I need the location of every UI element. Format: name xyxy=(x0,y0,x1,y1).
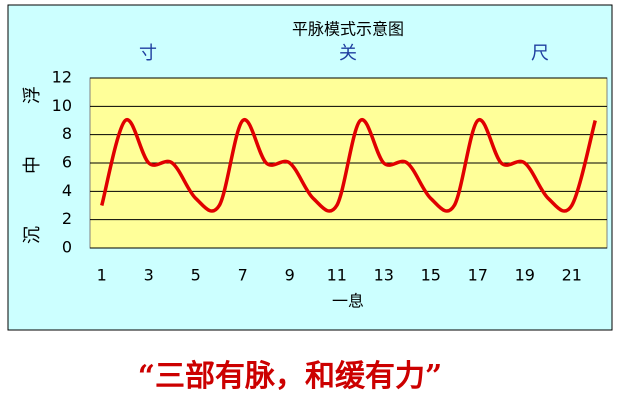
side-label: 沉 xyxy=(22,226,43,244)
x-tick-label: 15 xyxy=(421,266,441,285)
side-label: 中 xyxy=(22,156,43,174)
chart-title: 平脉模式示意图 xyxy=(292,20,404,39)
x-tick-label: 5 xyxy=(191,266,201,285)
y-tick-label: 2 xyxy=(62,209,72,228)
x-tick-label: 9 xyxy=(285,266,295,285)
side-label: 浮 xyxy=(22,86,43,104)
y-tick-label: 0 xyxy=(62,238,72,257)
x-tick-label: 7 xyxy=(238,266,248,285)
top-label: 尺 xyxy=(531,43,549,64)
caption: “三部有脉，和缓有力” xyxy=(138,359,443,394)
y-tick-label: 8 xyxy=(62,124,72,143)
x-tick-label: 1 xyxy=(97,266,107,285)
top-label: 寸 xyxy=(139,43,157,64)
y-tick-label: 10 xyxy=(52,96,72,115)
y-tick-label: 6 xyxy=(62,153,72,172)
top-label: 关 xyxy=(339,43,357,64)
x-tick-label: 11 xyxy=(327,266,347,285)
y-tick-label: 12 xyxy=(52,68,72,87)
x-axis-title: 一息 xyxy=(332,292,364,311)
y-tick-label: 4 xyxy=(62,181,72,200)
line xyxy=(100,118,597,213)
x-tick-label: 17 xyxy=(468,266,488,285)
x-tick-label: 21 xyxy=(562,266,582,285)
x-tick-label: 3 xyxy=(144,266,154,285)
x-tick-label: 13 xyxy=(374,266,394,285)
x-tick-label: 19 xyxy=(515,266,535,285)
